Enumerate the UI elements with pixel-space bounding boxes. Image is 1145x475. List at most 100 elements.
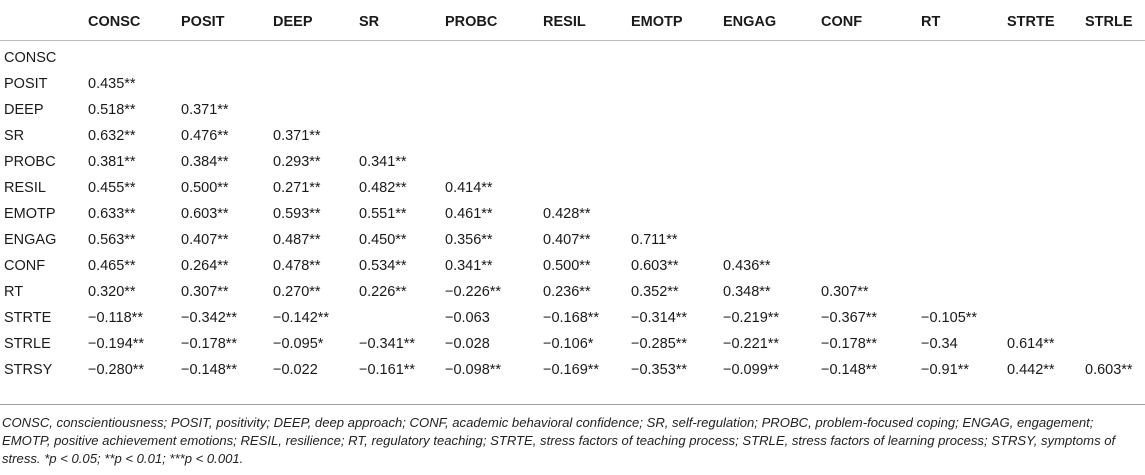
table-cell: 0.603** bbox=[631, 258, 679, 274]
table-cell bbox=[1085, 71, 1145, 97]
table-cell bbox=[445, 71, 543, 97]
table-row: CONSC bbox=[0, 41, 1145, 72]
table-cell: 0.407** bbox=[543, 232, 591, 248]
row-label: CONSC bbox=[4, 50, 57, 66]
table-cell: 0.236** bbox=[543, 284, 591, 300]
table-cell bbox=[1007, 175, 1085, 201]
table-cell: 0.450** bbox=[359, 232, 407, 248]
header-row: CONSC POSIT DEEP SR PROBC RESIL EMOTP EN… bbox=[0, 4, 1145, 41]
table-cell: 0.307** bbox=[181, 284, 229, 300]
column-header: POSIT bbox=[181, 14, 225, 30]
table-cell bbox=[359, 123, 445, 149]
table-cell: −0.098** bbox=[445, 362, 502, 378]
table-cell bbox=[921, 123, 1007, 149]
table-row: EMOTP 0.633** 0.603** 0.593** 0.551** 0.461**… bbox=[0, 201, 1145, 227]
table-cell bbox=[273, 97, 359, 123]
table-cell: 0.518** bbox=[88, 102, 136, 118]
column-header: CONSC bbox=[88, 14, 141, 30]
row-label: POSIT bbox=[4, 76, 48, 92]
table-cell bbox=[1085, 149, 1145, 175]
table-row: DEEP 0.518** 0.371** bbox=[0, 97, 1145, 123]
table-cell: 0.428** bbox=[543, 206, 591, 222]
column-header: STRLE bbox=[1085, 14, 1133, 30]
table-cell: 0.226** bbox=[359, 284, 407, 300]
table-cell: −0.142** bbox=[273, 310, 330, 326]
row-label: RT bbox=[4, 284, 24, 300]
table-cell bbox=[1007, 123, 1085, 149]
table-row: SR 0.632** 0.476** 0.371** bbox=[0, 123, 1145, 149]
table-cell: 0.461** bbox=[445, 206, 493, 222]
table-cell: 0.320** bbox=[88, 284, 136, 300]
footnote-text: CONSC, conscientiousness; POSIT, positiv… bbox=[2, 415, 1116, 466]
table-cell: −0.367** bbox=[821, 310, 878, 326]
correlation-table: CONSC POSIT DEEP SR PROBC RESIL EMOTP EN… bbox=[0, 4, 1145, 383]
table-cell bbox=[631, 97, 723, 123]
table-body: CONSC POSIT 0.435** DEEP 0.518** 0.371** SR 0.6… bbox=[0, 41, 1145, 384]
table-cell: −0.118** bbox=[88, 310, 143, 326]
table-cell bbox=[1007, 41, 1085, 72]
table-cell bbox=[1085, 97, 1145, 123]
table-cell bbox=[1085, 305, 1145, 331]
table-cell bbox=[1085, 175, 1145, 201]
table-cell: 0.356** bbox=[445, 232, 493, 248]
table-cell bbox=[821, 41, 921, 72]
table-cell: 0.371** bbox=[273, 128, 321, 144]
table-row: RT 0.320** 0.307** 0.270** 0.226** −0.226** 0.… bbox=[0, 279, 1145, 305]
table-cell bbox=[631, 149, 723, 175]
table-cell bbox=[821, 149, 921, 175]
table-cell: −0.161** bbox=[359, 362, 416, 378]
table-cell: −0.34 bbox=[921, 336, 958, 352]
table-cell: 0.307** bbox=[821, 284, 869, 300]
table-cell: −0.168** bbox=[543, 310, 600, 326]
table-row: STRTE −0.118** −0.342** −0.142** −0.063 −0.16… bbox=[0, 305, 1145, 331]
table-cell bbox=[921, 279, 1007, 305]
table-cell bbox=[543, 41, 631, 72]
row-label: STRSY bbox=[4, 362, 53, 378]
table-row: PROBC 0.381** 0.384** 0.293** 0.341** bbox=[0, 149, 1145, 175]
table-cell: 0.270** bbox=[273, 284, 321, 300]
table-cell: −0.341** bbox=[359, 336, 416, 352]
table-cell bbox=[1085, 279, 1145, 305]
table-cell bbox=[273, 41, 359, 72]
table-cell: 0.407** bbox=[181, 232, 229, 248]
table-cell bbox=[445, 97, 543, 123]
table-cell: 0.711** bbox=[631, 232, 678, 248]
table-cell bbox=[631, 175, 723, 201]
table-cell: 0.500** bbox=[181, 180, 229, 196]
table-cell bbox=[543, 175, 631, 201]
table-cell: 0.614** bbox=[1007, 336, 1055, 352]
table-cell bbox=[723, 149, 821, 175]
table-cell bbox=[1007, 253, 1085, 279]
table-cell: −0.169** bbox=[543, 362, 600, 378]
table-cell bbox=[1085, 41, 1145, 72]
table-cell bbox=[273, 71, 359, 97]
row-label: DEEP bbox=[4, 102, 44, 118]
table-cell: −0.91** bbox=[921, 362, 969, 378]
table-cell: 0.603** bbox=[181, 206, 229, 222]
table-cell bbox=[1007, 149, 1085, 175]
table-cell bbox=[921, 227, 1007, 253]
column-header: EMOTP bbox=[631, 14, 683, 30]
table-cell: 0.633** bbox=[88, 206, 136, 222]
row-label: EMOTP bbox=[4, 206, 56, 222]
table-cell: 0.381** bbox=[88, 154, 136, 170]
table-cell bbox=[88, 41, 181, 72]
table-cell: 0.455** bbox=[88, 180, 136, 196]
table-cell bbox=[723, 71, 821, 97]
column-header: PROBC bbox=[445, 14, 498, 30]
table-cell bbox=[543, 71, 631, 97]
column-header: CONF bbox=[821, 14, 863, 30]
table-cell bbox=[359, 97, 445, 123]
table-cell bbox=[1007, 227, 1085, 253]
table-cell: −0.099** bbox=[723, 362, 780, 378]
table-cell bbox=[1007, 97, 1085, 123]
table-cell bbox=[1085, 227, 1145, 253]
table-cell: 0.352** bbox=[631, 284, 679, 300]
table-cell bbox=[723, 227, 821, 253]
table-cell bbox=[921, 149, 1007, 175]
table-cell: −0.314** bbox=[631, 310, 688, 326]
table-cell bbox=[723, 97, 821, 123]
table-cell bbox=[821, 227, 921, 253]
table-cell: −0.194** bbox=[88, 336, 145, 352]
